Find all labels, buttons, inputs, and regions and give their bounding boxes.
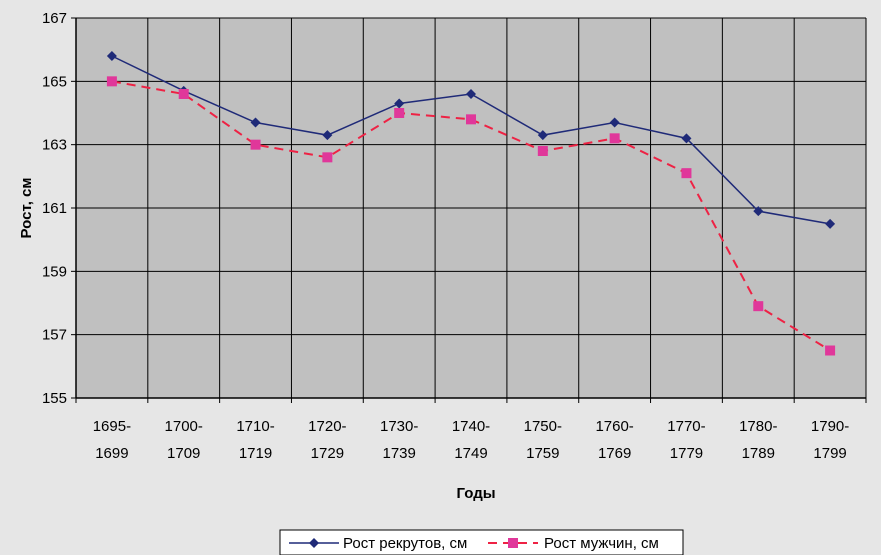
x-tick-label: 1779 <box>670 445 703 462</box>
data-point-square <box>322 152 333 163</box>
tick-labels: 155 157 159 161 163 165 167 1695- 1699 1700- 1709 1… <box>42 10 849 462</box>
x-tick-label: 1749 <box>454 445 487 462</box>
data-point-square <box>753 301 764 312</box>
data-point-diamond <box>681 133 692 144</box>
legend-label-recruits: Рост рекрутов, см <box>343 535 467 552</box>
x-tick-label: 1720- <box>308 418 346 435</box>
data-point-diamond <box>250 117 261 128</box>
data-point-square <box>466 114 476 125</box>
x-tick-label: 1739 <box>382 445 415 462</box>
legend-box <box>279 529 684 555</box>
x-tick-label: 1719 <box>239 445 272 462</box>
x-tick-label: 1760- <box>595 418 633 435</box>
y-tick-label: 165 <box>42 73 67 90</box>
y-tick-label: 157 <box>42 327 67 344</box>
data-point-square <box>178 89 189 99</box>
data-point-square <box>394 108 405 118</box>
legend-marker-men <box>508 538 518 548</box>
y-tick-label: 161 <box>42 200 67 217</box>
data-point-diamond <box>537 130 548 141</box>
x-tick-label: 1759 <box>526 445 559 462</box>
data-point-square <box>106 76 117 87</box>
data-point-diamond <box>466 89 476 99</box>
data-point-diamond <box>322 130 333 141</box>
legend: Рост рекрутов, см Рост мужчин, см <box>279 529 684 555</box>
x-tick-label: 1790- <box>811 418 849 435</box>
x-tick-label: 1695- <box>93 418 131 435</box>
y-tick-label: 159 <box>42 263 67 280</box>
x-tick-label: 1730- <box>380 418 418 435</box>
x-tick-label: 1699 <box>95 445 128 462</box>
x-tick-label: 1780- <box>739 418 777 435</box>
x-tick-label: 1750- <box>524 418 562 435</box>
data-point-square <box>609 133 620 144</box>
x-tick-label: 1740- <box>452 418 490 435</box>
x-tick-label: 1729 <box>311 445 344 462</box>
data-point-square <box>825 345 836 356</box>
x-tick-label: 1799 <box>813 445 846 462</box>
data-point-diamond <box>106 51 117 61</box>
x-axis-title: Годы <box>456 485 495 502</box>
data-point-diamond <box>609 117 620 128</box>
legend-label-men: Рост мужчин, см <box>544 535 659 552</box>
data-point-diamond <box>753 206 764 217</box>
series <box>106 51 836 356</box>
data-point-square <box>250 139 261 150</box>
data-point-diamond <box>825 218 836 229</box>
x-tick-label: 1700- <box>165 418 203 435</box>
data-point-diamond <box>394 98 405 109</box>
x-tick-label: 1710- <box>236 418 274 435</box>
axes <box>71 17 867 403</box>
legend-marker-recruits <box>309 538 319 548</box>
y-tick-label: 167 <box>42 10 67 27</box>
x-tick-label: 1770- <box>667 418 705 435</box>
y-axis-title: Рост, см <box>18 178 35 239</box>
x-tick-label: 1789 <box>742 445 775 462</box>
y-tick-label: 163 <box>42 137 67 154</box>
x-tick-label: 1709 <box>167 445 200 462</box>
data-point-square <box>537 146 548 156</box>
x-tick-label: 1769 <box>598 445 631 462</box>
y-tick-label: 155 <box>42 390 67 407</box>
data-point-square <box>681 168 692 179</box>
